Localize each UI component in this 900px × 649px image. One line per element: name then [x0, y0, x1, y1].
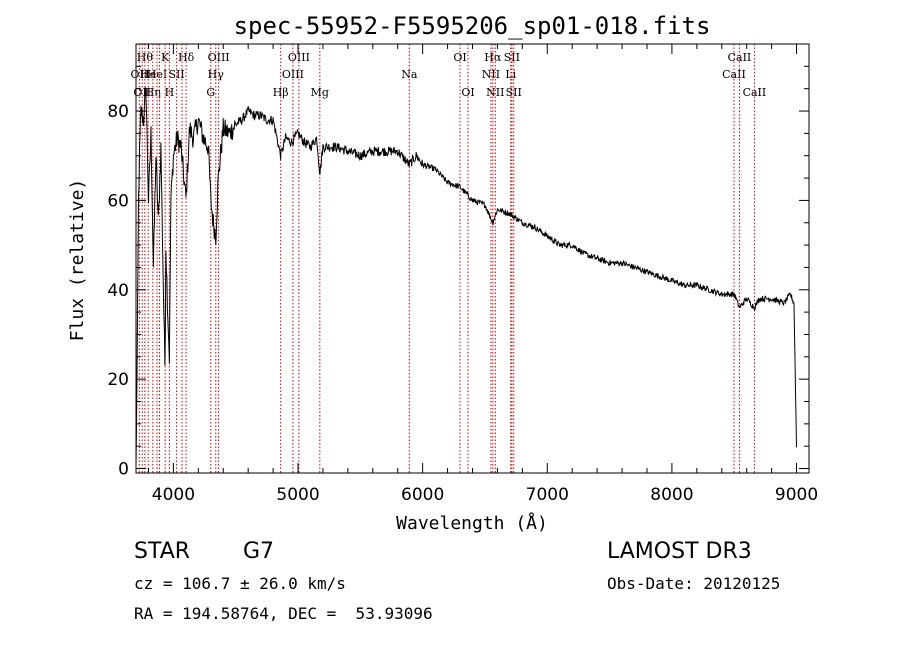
y-tick-label: 80	[107, 102, 129, 122]
plot-frame	[135, 43, 810, 474]
marker-label: OIII	[282, 68, 304, 81]
redshift-text: cz = 106.7 ± 26.0 km/s	[134, 574, 346, 593]
marker-label: Hα	[484, 51, 502, 64]
coordinates: RA = 194.58764, DEC = 53.93096	[134, 604, 433, 623]
marker-label: SII	[506, 86, 522, 99]
y-tick-label: 20	[107, 370, 129, 390]
x-tick-label: 7000	[526, 485, 569, 505]
marker-label: NII	[486, 86, 504, 99]
marker-label: SII	[169, 68, 185, 81]
marker-label: OII	[133, 86, 151, 99]
x-tick-label: 4000	[152, 485, 195, 505]
spectrum-line	[135, 87, 797, 466]
marker-label: Hη	[145, 86, 161, 99]
marker-label: CaII	[743, 86, 767, 99]
survey-name: LAMOST DR3	[607, 539, 752, 564]
object-class: STAR	[134, 539, 191, 564]
marker-label: Li	[505, 68, 516, 81]
y-tick-label: 40	[107, 281, 129, 301]
marker-label: CaII	[728, 51, 752, 64]
y-axis-label: Flux (relative)	[67, 179, 88, 342]
marker-label: HeI	[147, 68, 167, 81]
marker-label: OIII	[208, 51, 230, 64]
x-axis-label: Wavelength (Å)	[396, 512, 548, 534]
spectral-line-markers: OII OII Hθ He Hη HeI K H SII Hδ G Hγ OIII Hβ OIII OIII M…	[131, 44, 767, 473]
marker-label: Hγ	[208, 68, 225, 81]
marker-label: H	[165, 86, 175, 99]
x-tick-label: 9000	[775, 485, 818, 505]
x-axis-ticks: 4000 5000 6000 7000 8000 9000	[147, 44, 818, 505]
y-tick-label: 0	[118, 460, 129, 480]
x-tick-label: 6000	[401, 485, 444, 505]
marker-label: NII	[482, 68, 500, 81]
marker-label: OI	[461, 86, 474, 99]
x-tick-label: 5000	[276, 485, 319, 505]
marker-label: G	[206, 86, 215, 99]
marker-label: Hθ	[137, 51, 154, 64]
marker-label: SII	[504, 51, 520, 64]
marker-label: Mg	[311, 86, 329, 99]
marker-label: CaII	[722, 68, 746, 81]
y-axis-ticks: 0 20 40 60 80	[107, 65, 809, 480]
chart-title: spec-55952-F5595206_sp01-018.fits	[234, 12, 711, 40]
marker-label: He	[140, 68, 156, 81]
marker-label: OI	[453, 51, 466, 64]
marker-label: Hβ	[273, 86, 289, 99]
marker-label: K	[161, 51, 170, 64]
marker-label: OII	[131, 68, 149, 81]
marker-label: Na	[401, 68, 418, 81]
marker-label: OIII	[288, 51, 310, 64]
marker-label: Hδ	[178, 51, 195, 64]
obs-date: Obs-Date: 20120125	[607, 574, 781, 593]
x-tick-label: 8000	[650, 485, 693, 505]
subclass: G7	[243, 539, 275, 564]
y-tick-label: 60	[107, 191, 129, 211]
